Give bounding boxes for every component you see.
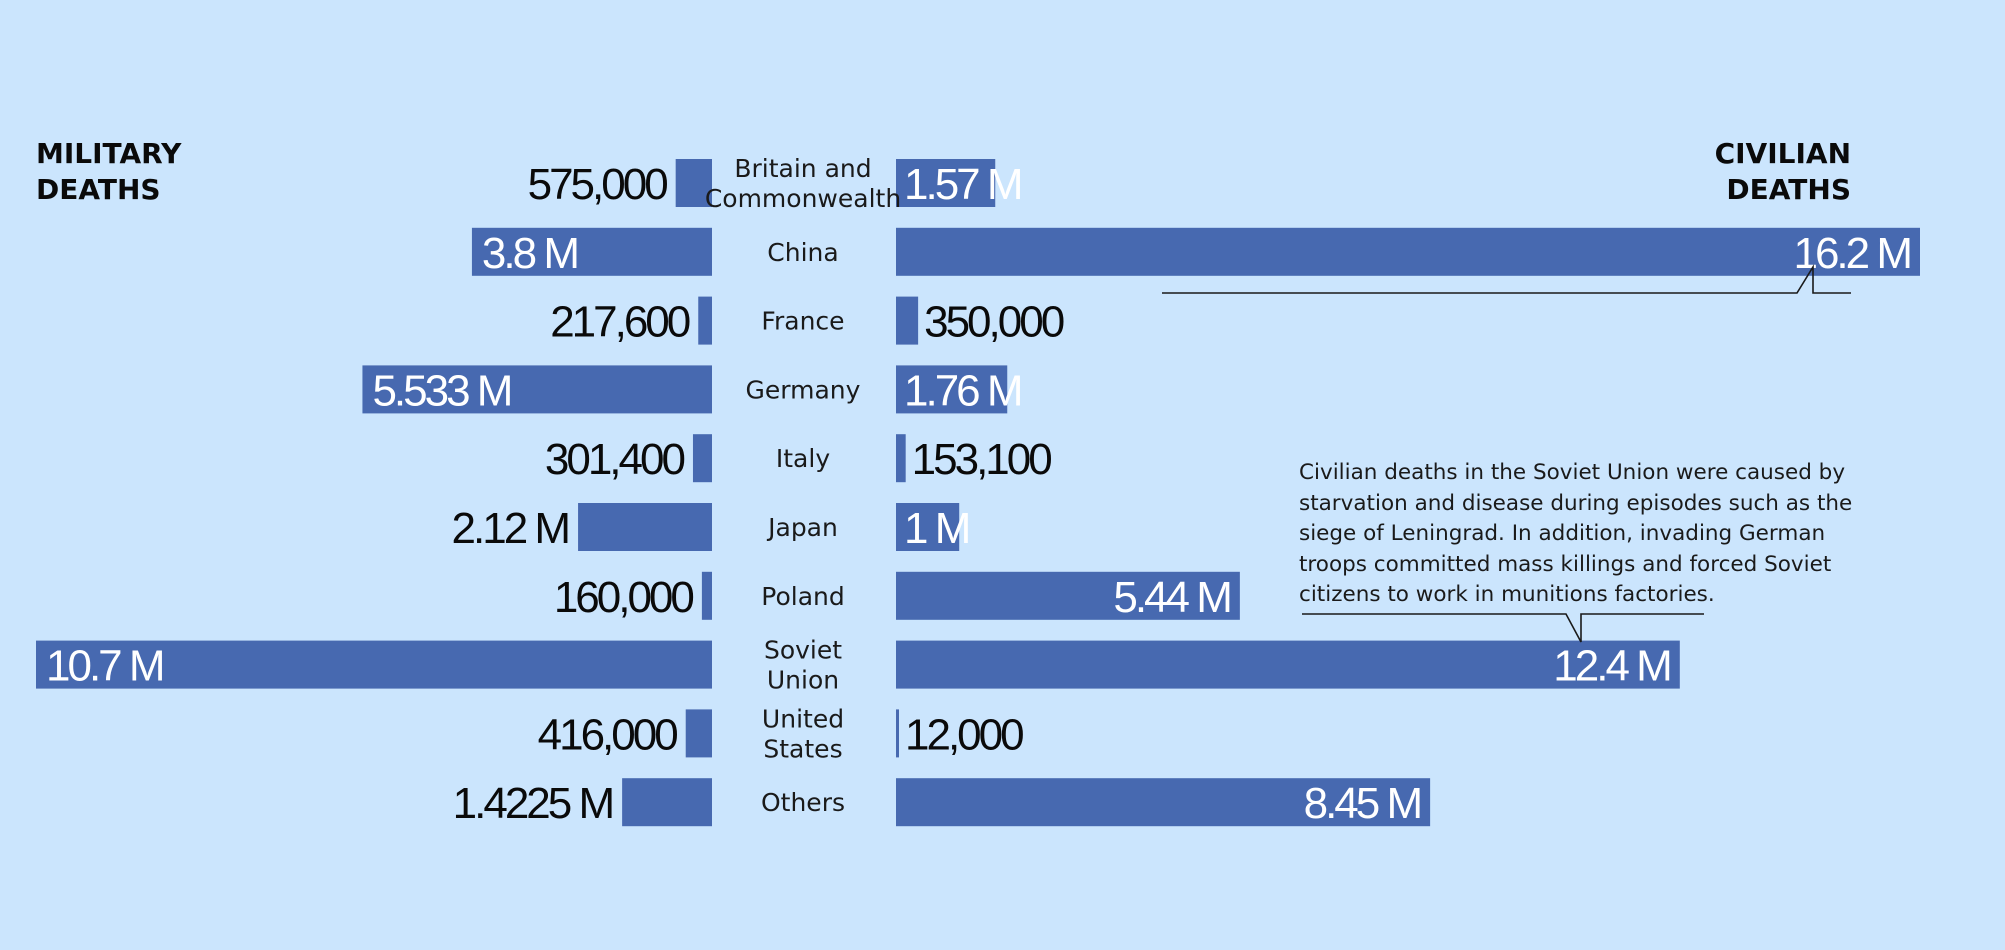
civilian-value-poland: 5.44 M <box>1113 573 1230 622</box>
annotation-line-3: siege of Leningrad. In addition, invadin… <box>1299 521 1825 546</box>
civilian-value-italy: 153,100 <box>912 435 1052 484</box>
military-bar-france <box>698 296 712 345</box>
annotation-line-2: starvation and disease during episodes s… <box>1299 491 1852 516</box>
military-bar-china <box>471 227 712 276</box>
annotation-callout-line <box>1302 613 1704 643</box>
military-value-britain-and-commonwealth: 575,000 <box>528 160 668 209</box>
annotation-line-4: troops committed mass killings and force… <box>1299 552 1831 577</box>
military-bar-others <box>622 778 712 827</box>
military-bar-soviet-union <box>36 640 712 689</box>
civilian-bar-others <box>896 778 1431 827</box>
military-value-italy: 301,400 <box>545 435 685 484</box>
civilian-value-britain-and-commonwealth: 1.57 M <box>904 160 1021 209</box>
military-value-poland: 160,000 <box>554 573 694 622</box>
civilian-bar-china <box>896 227 1920 276</box>
military-bar-italy <box>692 434 712 483</box>
category-label-soviet-union-line2: Union <box>767 666 839 695</box>
civilian-value-germany: 1.76 M <box>904 366 1021 415</box>
civilian-value-france: 350,000 <box>924 298 1064 347</box>
civilian-bar-germany <box>896 365 1008 414</box>
category-label-china: China <box>767 238 838 267</box>
category-label-britain-and-commonwealth-line2: Commonwealth <box>705 184 901 213</box>
civilian-value-soviet-union: 12.4 M <box>1553 642 1670 691</box>
military-value-soviet-union: 10.7 M <box>46 642 163 691</box>
category-label-germany: Germany <box>746 375 861 404</box>
category-label-britain-and-commonwealth-line1: Britain and <box>734 154 871 183</box>
military-value-germany: 5.533 M <box>372 366 510 415</box>
civilian-bar-france <box>896 296 919 345</box>
civilian-bar-soviet-union <box>896 640 1680 689</box>
military-header-line1: MILITARY <box>36 137 182 170</box>
civilian-bar-italy <box>896 434 906 483</box>
military-value-france: 217,600 <box>550 298 690 347</box>
category-label-others: Others <box>761 788 845 817</box>
military-bar-britain-and-commonwealth <box>675 159 712 207</box>
military-value-others: 1.4225 M <box>453 779 613 828</box>
military-bar-germany <box>362 365 712 414</box>
civilian-bar-united-states <box>896 709 899 758</box>
civilian-bar-britain-and-commonwealth <box>896 159 996 207</box>
civilian-header-line1: CIVILIAN <box>1715 137 1851 170</box>
military-value-china: 3.8 M <box>482 229 577 278</box>
civilian-value-japan: 1 M <box>904 504 969 553</box>
category-label-france: France <box>761 307 844 336</box>
military-bar-japan <box>578 503 712 551</box>
civilian-value-others: 8.45 M <box>1304 779 1421 828</box>
military-bar-united-states <box>685 709 712 758</box>
china-callout-line <box>1162 264 1851 294</box>
military-value-united-states: 416,000 <box>538 710 678 759</box>
category-label-united-states-line1: United <box>762 704 844 733</box>
annotation-line-1: Civilian deaths in the Soviet Union were… <box>1299 460 1845 485</box>
category-label-poland: Poland <box>761 582 844 611</box>
category-label-italy: Italy <box>776 444 830 473</box>
category-label-soviet-union-line1: Soviet <box>764 636 842 665</box>
military-value-japan: 2.12 M <box>452 504 569 553</box>
category-label-japan: Japan <box>766 513 838 542</box>
category-label-united-states-line2: States <box>763 734 842 763</box>
military-header-line2: DEATHS <box>36 173 161 206</box>
civilian-value-united-states: 12,000 <box>905 710 1023 759</box>
civilian-bar-poland <box>896 571 1240 620</box>
annotation-line-5: citizens to work in munitions factories. <box>1299 582 1715 607</box>
civilian-header-line2: DEATHS <box>1726 173 1851 206</box>
military-bar-poland <box>701 571 712 620</box>
civilian-bar-japan <box>896 503 960 551</box>
